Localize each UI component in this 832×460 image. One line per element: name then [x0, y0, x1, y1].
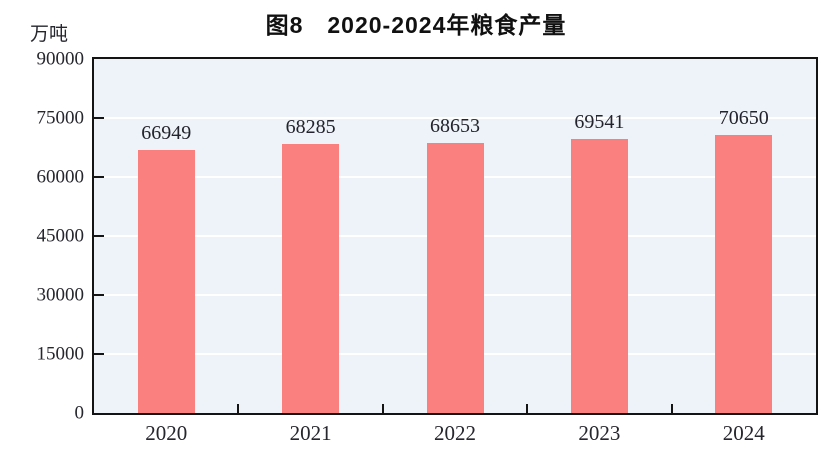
bar-2021: [282, 144, 340, 413]
bar-2023: [570, 139, 628, 413]
bar-value-label: 68285: [285, 116, 336, 139]
chart-title: 图8 2020-2024年粮食产量: [265, 12, 567, 38]
y-axis-tick-label: 15000: [36, 343, 85, 365]
bar-2020: [137, 149, 195, 413]
y-axis-tick-mark: [94, 176, 104, 178]
y-axis-tick-mark: [94, 117, 104, 119]
y-axis-tick-mark: [94, 294, 104, 296]
x-axis-tick-mark: [237, 404, 240, 413]
bar-value-label: 70650: [718, 107, 769, 130]
bar-value-label: 68653: [430, 114, 480, 137]
x-axis-tick-mark: [670, 404, 673, 413]
y-axis-tick-mark: [94, 353, 104, 355]
y-axis-tick-label: 75000: [36, 107, 85, 129]
y-axis-tick-label: 0: [74, 402, 85, 424]
y-axis-tick-label: 60000: [36, 166, 85, 188]
y-axis-tick-mark: [94, 235, 104, 237]
y-axis-unit-label: 万吨: [30, 24, 69, 45]
x-axis-tick-label: 2022: [434, 421, 476, 445]
x-axis-tick-label: 2023: [578, 421, 621, 445]
x-axis-tick-label: 2020: [145, 421, 188, 445]
gridline: [94, 117, 816, 119]
y-axis-tick-label: 30000: [36, 284, 85, 306]
y-axis-tick-labels: 0 15000 30000 45000 60000 75000 90000: [0, 50, 85, 423]
x-axis-tick-label: 2021: [289, 421, 332, 445]
y-axis-tick-label: 45000: [36, 225, 85, 247]
x-axis-tick-label: 2024: [722, 421, 765, 445]
x-axis-tick-labels: 2020 2021 2022 2023 2024: [94, 423, 816, 453]
bar-value-label: 66949: [141, 121, 192, 144]
bar-2022: [426, 142, 484, 413]
x-axis-tick-mark: [526, 404, 529, 413]
bar-2024: [715, 135, 773, 413]
y-axis-tick-label: 90000: [36, 48, 85, 70]
x-axis-tick-mark: [381, 404, 384, 413]
bar-value-label: 69541: [574, 111, 625, 134]
plot-area: 66949 68285 68653 69541 70650: [92, 57, 818, 415]
